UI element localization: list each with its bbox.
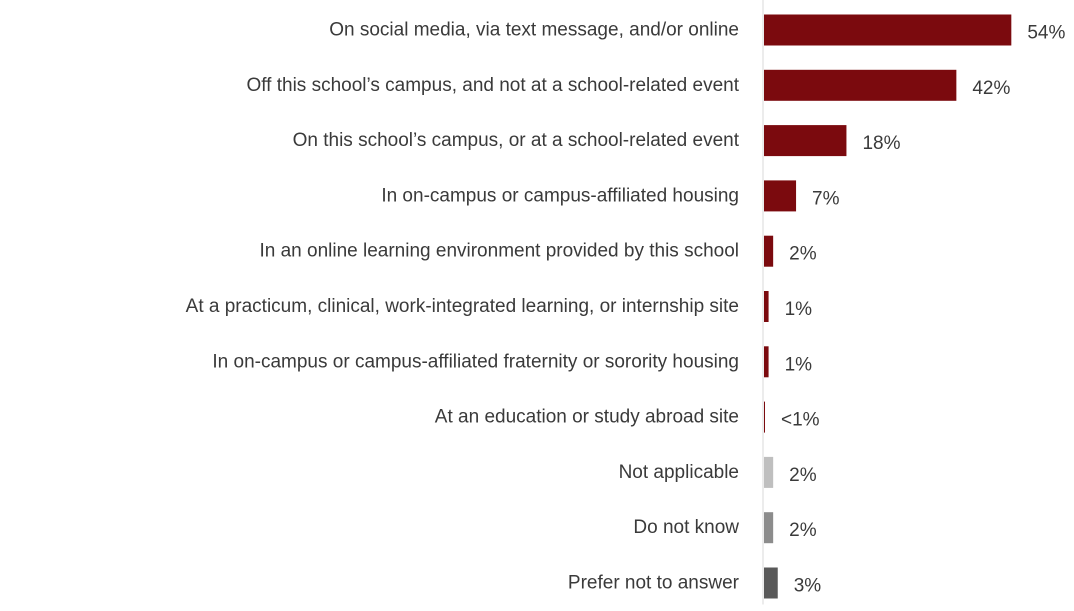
data-label: 42% — [972, 78, 1010, 99]
category-label: On social media, via text message, and/o… — [329, 20, 739, 41]
data-label: 1% — [785, 354, 813, 375]
bar — [764, 401, 765, 433]
bar — [764, 291, 769, 322]
data-label: 2% — [789, 244, 817, 265]
bar — [764, 346, 769, 378]
category-label: In on-campus or campus-affiliated housin… — [381, 185, 739, 206]
category-label: On this school’s campus, or at a school-… — [293, 130, 740, 151]
category-label: In an online learning environment provid… — [259, 241, 739, 262]
bar — [764, 512, 774, 544]
category-label: At an education or study abroad site — [435, 407, 739, 428]
bar — [764, 14, 1012, 46]
data-label: <1% — [781, 410, 820, 431]
data-label: 18% — [862, 133, 900, 154]
data-label: 54% — [1027, 23, 1065, 44]
category-label: In on-campus or campus-affiliated frater… — [212, 351, 739, 372]
category-label: Prefer not to answer — [568, 573, 740, 594]
data-label: 3% — [794, 576, 822, 597]
category-label: Off this school’s campus, and not at a s… — [246, 75, 739, 96]
bar — [764, 235, 774, 267]
data-label: 2% — [789, 520, 817, 541]
category-label: Not applicable — [619, 462, 739, 483]
data-label: 1% — [785, 299, 813, 320]
bar — [764, 69, 957, 101]
bar — [764, 567, 778, 599]
bar — [764, 125, 847, 157]
category-label: At a practicum, clinical, work-integrate… — [186, 296, 739, 317]
data-label: 2% — [789, 465, 817, 486]
bar — [764, 180, 797, 212]
category-label: Do not know — [633, 517, 739, 538]
data-label: 7% — [812, 188, 840, 209]
bar — [764, 456, 774, 488]
